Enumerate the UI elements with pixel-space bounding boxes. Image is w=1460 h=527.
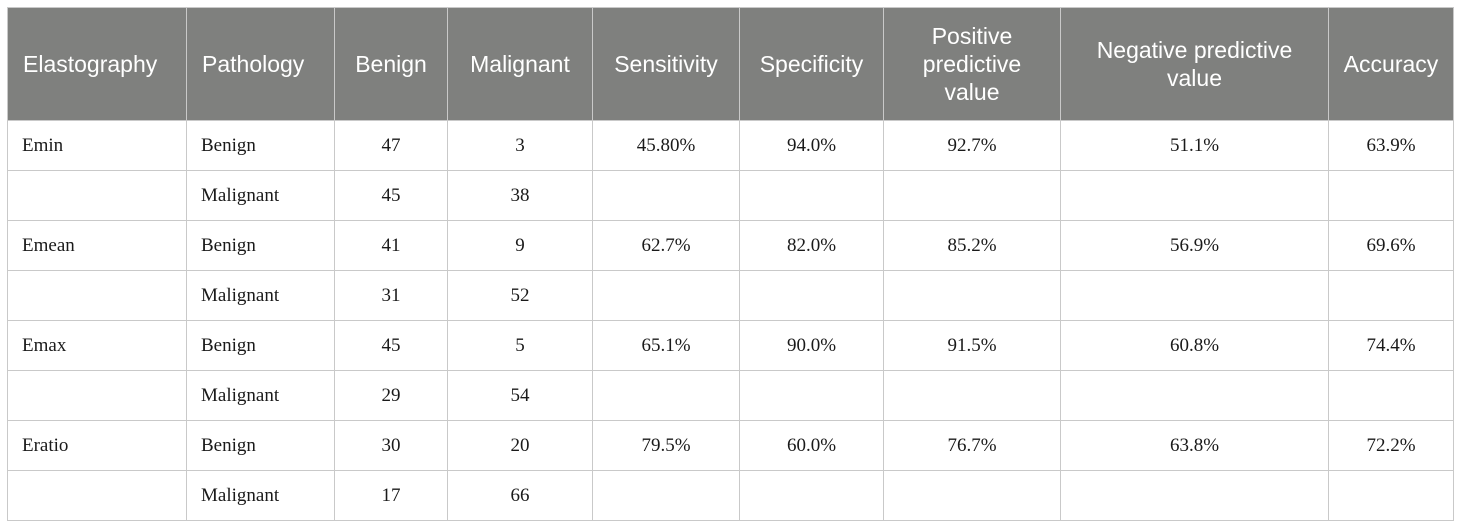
cell-npv: [1060, 470, 1329, 521]
cell-specificity: 60.0%: [739, 420, 884, 471]
table-header: Elastography Pathology Benign Malignant …: [7, 7, 1454, 121]
cell-sensitivity: 45.80%: [592, 120, 740, 171]
header-pathology: Pathology: [186, 7, 335, 121]
cell-sensitivity: 79.5%: [592, 420, 740, 471]
cell-malignant: 5: [447, 320, 593, 371]
cell-elastography: Eratio: [7, 420, 187, 471]
cell-accuracy: [1328, 470, 1454, 521]
table-row: Malignant 29 54: [7, 370, 1454, 421]
cell-sensitivity: 65.1%: [592, 320, 740, 371]
cell-specificity: 90.0%: [739, 320, 884, 371]
cell-accuracy: [1328, 170, 1454, 221]
cell-npv: 51.1%: [1060, 120, 1329, 171]
header-specificity: Specificity: [739, 7, 884, 121]
cell-pathology: Malignant: [186, 270, 335, 321]
cell-elastography: [7, 370, 187, 421]
cell-specificity: [739, 370, 884, 421]
table-row: Emin Benign 47 3 45.80% 94.0% 92.7% 51.1% 63.9%: [7, 120, 1454, 171]
cell-npv: [1060, 170, 1329, 221]
cell-specificity: 82.0%: [739, 220, 884, 271]
cell-ppv: 85.2%: [883, 220, 1061, 271]
cell-elastography: Emean: [7, 220, 187, 271]
cell-benign: 45: [334, 320, 448, 371]
cell-malignant: 54: [447, 370, 593, 421]
cell-malignant: 9: [447, 220, 593, 271]
cell-elastography: [7, 270, 187, 321]
cell-accuracy: [1328, 370, 1454, 421]
cell-benign: 41: [334, 220, 448, 271]
table-body: Emin Benign 47 3 45.80% 94.0% 92.7% 51.1% 63.9% M…: [7, 120, 1454, 521]
cell-ppv: [883, 170, 1061, 221]
cell-benign: 29: [334, 370, 448, 421]
table-row: Emean Benign 41 9 62.7% 82.0% 85.2% 56.9% 69.6%: [7, 220, 1454, 271]
header-accuracy: Accuracy: [1328, 7, 1454, 121]
cell-sensitivity: 62.7%: [592, 220, 740, 271]
cell-ppv: [883, 470, 1061, 521]
cell-benign: 17: [334, 470, 448, 521]
cell-pathology: Benign: [186, 420, 335, 471]
cell-pathology: Malignant: [186, 370, 335, 421]
cell-ppv: [883, 270, 1061, 321]
cell-sensitivity: [592, 170, 740, 221]
header-benign: Benign: [334, 7, 448, 121]
cell-malignant: 20: [447, 420, 593, 471]
cell-npv: 63.8%: [1060, 420, 1329, 471]
cell-npv: 60.8%: [1060, 320, 1329, 371]
table-row: Eratio Benign 30 20 79.5% 60.0% 76.7% 63.8% 72.2…: [7, 420, 1454, 471]
cell-specificity: [739, 470, 884, 521]
diagnostic-performance-table: Elastography Pathology Benign Malignant …: [7, 7, 1454, 521]
cell-accuracy: 63.9%: [1328, 120, 1454, 171]
cell-pathology: Benign: [186, 120, 335, 171]
cell-benign: 45: [334, 170, 448, 221]
cell-benign: 47: [334, 120, 448, 171]
cell-elastography: Emax: [7, 320, 187, 371]
cell-elastography: [7, 470, 187, 521]
cell-elastography: Emin: [7, 120, 187, 171]
cell-ppv: 92.7%: [883, 120, 1061, 171]
cell-specificity: 94.0%: [739, 120, 884, 171]
cell-elastography: [7, 170, 187, 221]
cell-pathology: Malignant: [186, 170, 335, 221]
cell-specificity: [739, 270, 884, 321]
header-sensitivity: Sensitivity: [592, 7, 740, 121]
cell-malignant: 38: [447, 170, 593, 221]
cell-accuracy: [1328, 270, 1454, 321]
cell-malignant: 3: [447, 120, 593, 171]
cell-ppv: [883, 370, 1061, 421]
cell-ppv: 91.5%: [883, 320, 1061, 371]
header-npv: Negative predictive value: [1060, 7, 1329, 121]
cell-accuracy: 69.6%: [1328, 220, 1454, 271]
header-malignant: Malignant: [447, 7, 593, 121]
table-row: Malignant 31 52: [7, 270, 1454, 321]
cell-npv: [1060, 370, 1329, 421]
table-row: Emax Benign 45 5 65.1% 90.0% 91.5% 60.8% 74.4%: [7, 320, 1454, 371]
cell-malignant: 52: [447, 270, 593, 321]
header-row: Elastography Pathology Benign Malignant …: [7, 7, 1454, 121]
cell-sensitivity: [592, 270, 740, 321]
cell-pathology: Benign: [186, 220, 335, 271]
cell-npv: [1060, 270, 1329, 321]
table-row: Malignant 45 38: [7, 170, 1454, 221]
cell-specificity: [739, 170, 884, 221]
cell-pathology: Malignant: [186, 470, 335, 521]
header-ppv: Positive predictive value: [883, 7, 1061, 121]
cell-accuracy: 74.4%: [1328, 320, 1454, 371]
header-elastography: Elastography: [7, 7, 187, 121]
cell-sensitivity: [592, 370, 740, 421]
cell-benign: 30: [334, 420, 448, 471]
table-row: Malignant 17 66: [7, 470, 1454, 521]
cell-pathology: Benign: [186, 320, 335, 371]
cell-npv: 56.9%: [1060, 220, 1329, 271]
cell-ppv: 76.7%: [883, 420, 1061, 471]
cell-accuracy: 72.2%: [1328, 420, 1454, 471]
cell-benign: 31: [334, 270, 448, 321]
cell-malignant: 66: [447, 470, 593, 521]
cell-sensitivity: [592, 470, 740, 521]
